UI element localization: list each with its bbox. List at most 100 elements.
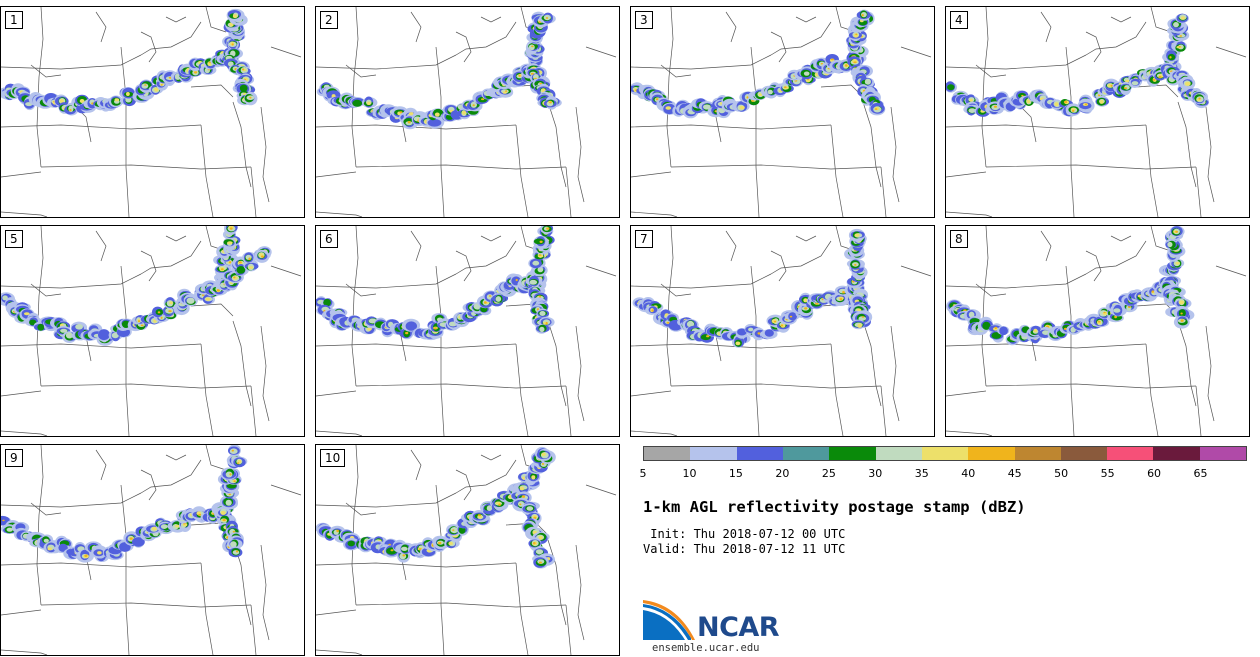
- reflectivity-cell: [232, 530, 236, 533]
- reflectivity-cell: [830, 58, 835, 61]
- map-boundary: [862, 101, 882, 188]
- reflectivity-cell: [1179, 35, 1183, 37]
- reflectivity-cell: [545, 17, 549, 19]
- reflectivity-cell: [982, 321, 991, 330]
- reflectivity-cell: [751, 100, 755, 102]
- reflectivity-cell: [535, 549, 544, 555]
- reflectivity-cell: [1180, 312, 1183, 315]
- reflectivity-cell: [347, 540, 355, 547]
- map-boundary: [410, 449, 422, 481]
- radar-map: [1, 226, 302, 436]
- map-boundary: [345, 502, 377, 516]
- map-boundary: [36, 226, 44, 387]
- reflectivity-cell: [2, 519, 5, 522]
- panel-number-label: 8: [950, 230, 968, 248]
- reflectivity-cell: [481, 98, 485, 101]
- reflectivity-cell: [140, 324, 144, 327]
- map-boundary: [946, 390, 987, 397]
- map-boundary: [455, 31, 472, 63]
- map-boundary: [1085, 250, 1102, 282]
- map-boundary: [575, 544, 585, 641]
- reflectivity-cell: [539, 240, 543, 243]
- ensemble-panel-1: 1: [0, 6, 305, 218]
- colorbar-tick: 30: [868, 467, 883, 480]
- map-boundary: [95, 449, 107, 481]
- reflectivity-cell: [853, 61, 857, 64]
- map-boundary: [1205, 106, 1215, 203]
- map-boundary: [410, 11, 422, 43]
- reflectivity-cell: [533, 542, 536, 545]
- ensemble-panel-2: 2: [315, 6, 620, 218]
- reflectivity-cell: [198, 513, 202, 516]
- radar-map: [316, 445, 617, 655]
- reflectivity-cell: [433, 327, 437, 330]
- colorbar-segment: [644, 447, 691, 460]
- reflectivity-cell: [399, 553, 407, 560]
- map-boundary: [1135, 84, 1179, 98]
- map-boundary: [316, 211, 363, 217]
- ncar-logo-text: NCAR: [697, 612, 780, 643]
- map-boundary: [725, 11, 737, 43]
- reflectivity-cell: [137, 320, 141, 323]
- map-boundary: [1, 649, 48, 655]
- map-boundary: [140, 240, 202, 275]
- map-boundary: [631, 390, 672, 397]
- reflectivity-cell: [999, 326, 1008, 336]
- reflectivity-cell: [845, 64, 848, 67]
- reflectivity-cell: [390, 549, 394, 552]
- map-boundary: [345, 283, 377, 297]
- colorbar-tick: 50: [1054, 467, 1069, 480]
- map-boundary: [1085, 21, 1147, 56]
- map-boundary: [585, 46, 617, 58]
- reflectivity-cell: [160, 84, 163, 86]
- map-boundary: [547, 320, 567, 407]
- reflectivity-cell: [97, 551, 102, 555]
- map-boundary: [120, 484, 130, 655]
- map-boundary: [631, 430, 678, 436]
- reflectivity-cell: [1178, 45, 1181, 48]
- map-boundary: [316, 430, 363, 436]
- map-boundary: [631, 343, 832, 349]
- map-boundary: [975, 64, 1007, 78]
- reflectivity-cell: [229, 473, 232, 476]
- reflectivity-cell: [242, 68, 245, 71]
- reflectivity-cell: [1084, 103, 1088, 106]
- map-boundary: [795, 235, 817, 242]
- colorbar-segment: [736, 447, 783, 460]
- colorbar-segment: [875, 447, 922, 460]
- map-boundary: [120, 265, 130, 436]
- panel-number-label: 9: [5, 449, 23, 467]
- map-boundary: [250, 385, 257, 436]
- map-boundary: [316, 649, 363, 655]
- map-boundary: [165, 16, 187, 23]
- map-boundary: [30, 502, 62, 516]
- reflectivity-cell: [231, 43, 234, 46]
- map-boundary: [575, 106, 585, 203]
- map-boundary: [410, 230, 422, 262]
- reflectivity-cell: [59, 99, 64, 103]
- radar-map: [316, 7, 617, 217]
- map-boundary: [631, 273, 772, 289]
- reflectivity-cell: [261, 255, 265, 258]
- reflectivity-cell: [1099, 99, 1104, 104]
- map-boundary: [750, 46, 760, 217]
- map-boundary: [455, 469, 472, 501]
- map-boundary: [270, 484, 302, 496]
- reflectivity-cell: [126, 92, 130, 96]
- ensemble-panel-5: 5: [0, 225, 305, 437]
- map-boundary: [316, 171, 357, 178]
- map-boundary: [316, 609, 357, 616]
- reflectivity-cell: [228, 261, 232, 264]
- plot-title: 1-km AGL reflectivity postage stamp (dBZ…: [643, 498, 1026, 516]
- map-boundary: [1, 609, 42, 616]
- reflectivity-cell: [1152, 78, 1156, 81]
- reflectivity-cell: [1033, 328, 1038, 333]
- map-boundary: [660, 64, 692, 78]
- reflectivity-cell: [1158, 75, 1162, 79]
- map-boundary: [890, 325, 900, 422]
- map-boundary: [631, 211, 678, 217]
- map-boundary: [631, 54, 772, 70]
- reflectivity-cell: [144, 84, 147, 86]
- reflectivity-cell: [804, 307, 808, 310]
- map-boundary: [670, 383, 882, 389]
